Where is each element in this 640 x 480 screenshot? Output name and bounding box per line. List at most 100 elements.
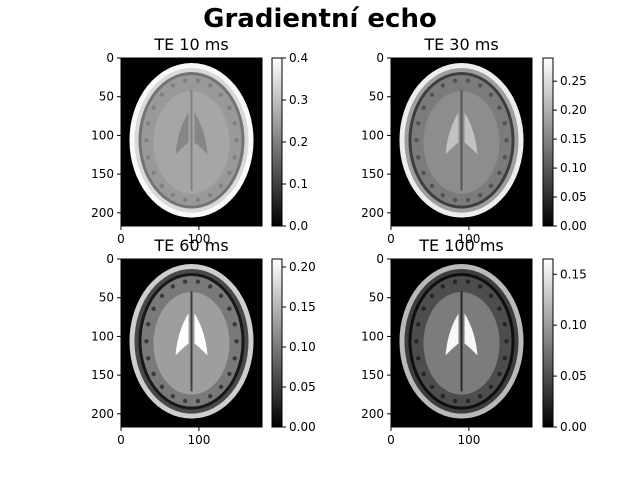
sulcus: [502, 155, 507, 160]
sulcus: [144, 339, 149, 344]
y-tick-label: 0: [376, 252, 384, 266]
sulcus: [182, 197, 188, 203]
colorbar-tick-label: 0.0: [289, 219, 308, 233]
sulcus: [488, 384, 494, 390]
sulcus: [227, 105, 232, 110]
sulcus: [440, 83, 445, 88]
x-tick-label: 100: [457, 433, 480, 447]
ventricle-right: [464, 112, 478, 155]
midline: [190, 291, 193, 392]
sulcus: [429, 384, 435, 390]
sulcus: [488, 92, 494, 97]
sulcus: [497, 170, 502, 176]
sulcus: [416, 356, 421, 361]
y-tick-label: 100: [91, 329, 114, 343]
x-tick-label: 100: [187, 232, 210, 246]
sulcus: [478, 393, 483, 399]
y-tick-label: 200: [361, 206, 384, 220]
colorbar-tick-label: 0.4: [289, 51, 308, 65]
sulcus: [218, 92, 224, 97]
x-tick-label: 0: [387, 232, 395, 246]
sulcus: [208, 83, 213, 88]
colorbar-tick-label: 0.10: [560, 318, 587, 332]
midline: [190, 90, 193, 191]
axes-frame: [120, 258, 263, 428]
sulcus: [416, 155, 421, 160]
sulcus: [182, 78, 188, 83]
sulcus: [159, 293, 165, 298]
sulcus: [227, 306, 232, 311]
y-tick-label: 150: [91, 167, 114, 181]
y-tick-label: 150: [361, 167, 384, 181]
sulcus: [208, 393, 213, 399]
sulcus: [170, 284, 175, 289]
colorbar-tick-label: 0.10: [560, 161, 587, 175]
sulcus: [502, 356, 507, 361]
sulcus: [159, 384, 165, 390]
sulcus: [497, 105, 502, 110]
x-tick-label: 100: [187, 433, 210, 447]
sulcus: [504, 339, 509, 344]
sulcus: [232, 121, 237, 126]
axes-frame: [120, 57, 263, 227]
colorbar-tick-label: 0.00: [560, 219, 587, 233]
y-tick-label: 50: [369, 90, 384, 104]
sulcus: [218, 384, 224, 390]
ventricle-right: [194, 112, 208, 155]
panel-title: TE 60 ms: [153, 236, 228, 255]
mri-image: [391, 58, 532, 226]
colorbar-tick-label: 0.1: [289, 177, 308, 191]
sulcus: [414, 138, 419, 143]
sulcus: [151, 306, 156, 311]
sulcus: [504, 138, 509, 143]
ventricle-left: [175, 112, 189, 155]
sulcus: [234, 339, 239, 344]
colorbar: [542, 57, 554, 227]
sulcus: [478, 284, 483, 289]
sulcus: [421, 105, 426, 110]
sulcus: [488, 183, 494, 189]
x-tick-label: 0: [117, 433, 125, 447]
sulcus: [232, 155, 237, 160]
y-tick-label: 150: [361, 368, 384, 382]
panel-title: TE 10 ms: [153, 35, 228, 54]
colorbar: [271, 258, 283, 428]
y-tick-label: 50: [99, 291, 114, 305]
sulcus: [478, 192, 483, 198]
sulcus: [170, 393, 175, 399]
sulcus: [144, 138, 149, 143]
sulcus: [227, 170, 232, 176]
sulcus: [465, 279, 471, 284]
colorbar-tick-label: 0.15: [560, 132, 587, 146]
sulcus: [170, 192, 175, 198]
y-tick-label: 50: [369, 291, 384, 305]
sulcus: [195, 279, 201, 284]
y-tick-label: 0: [376, 51, 384, 65]
sulcus: [414, 339, 419, 344]
sulcus: [452, 78, 458, 83]
sulcus: [497, 306, 502, 311]
sulcus: [478, 83, 483, 88]
sulcus: [488, 293, 494, 298]
sulcus: [421, 170, 426, 176]
colorbar-tick-label: 0.05: [560, 190, 587, 204]
mri-image: [391, 259, 532, 427]
mri-image: [121, 259, 262, 427]
sulcus: [195, 197, 201, 203]
sulcus: [440, 192, 445, 198]
sulcus: [465, 197, 471, 203]
figure-title: Gradientní echo: [203, 4, 437, 34]
sulcus: [440, 284, 445, 289]
ventricle-right: [194, 313, 208, 356]
sulcus: [208, 192, 213, 198]
sulcus: [429, 293, 435, 298]
sulcus: [218, 293, 224, 298]
sulcus: [146, 155, 151, 160]
colorbar-tick-label: 0.15: [560, 267, 587, 281]
panel-title: TE 30 ms: [423, 35, 498, 54]
sulcus: [416, 121, 421, 126]
colorbar-tick-label: 0.3: [289, 93, 308, 107]
colorbar-tick-label: 0.25: [560, 74, 587, 88]
